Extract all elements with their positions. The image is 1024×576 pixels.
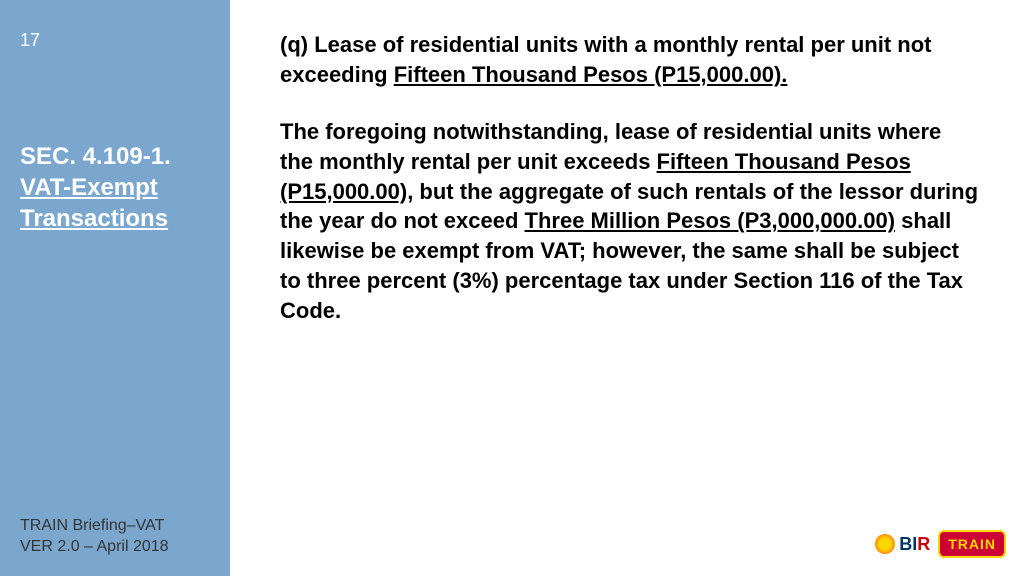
train-logo: TRAIN <box>938 530 1006 558</box>
main-content: (q) Lease of residential units with a mo… <box>280 30 980 353</box>
bir-text: BIR <box>899 534 930 555</box>
footer-line1: TRAIN Briefing–VAT <box>20 516 169 537</box>
slide-number: 17 <box>20 30 210 51</box>
sun-icon <box>875 534 895 554</box>
paragraph-1: (q) Lease of residential units with a mo… <box>280 30 980 89</box>
bir-logo: BIR <box>875 534 930 555</box>
logos: BIR TRAIN <box>875 530 1006 558</box>
p2-u2: Three Million Pesos (P3,000,000.00) <box>525 208 896 233</box>
section-prefix: SEC. 4.109-1. <box>20 143 171 170</box>
sidebar: 17 SEC. 4.109-1. VAT-Exempt Transactions <box>0 0 230 576</box>
section-title: SEC. 4.109-1. VAT-Exempt Transactions <box>20 141 210 235</box>
paragraph-2: The foregoing notwithstanding, lease of … <box>280 117 980 325</box>
footer-line2: VER 2.0 – April 2018 <box>20 537 169 558</box>
p1-underlined: Fifteen Thousand Pesos (P15,000.00). <box>394 62 788 87</box>
bir-r: R <box>917 534 930 554</box>
footer-text: TRAIN Briefing–VAT VER 2.0 – April 2018 <box>20 516 169 558</box>
section-underlined: VAT-Exempt Transactions <box>20 174 168 232</box>
bir-b: B <box>899 534 912 554</box>
